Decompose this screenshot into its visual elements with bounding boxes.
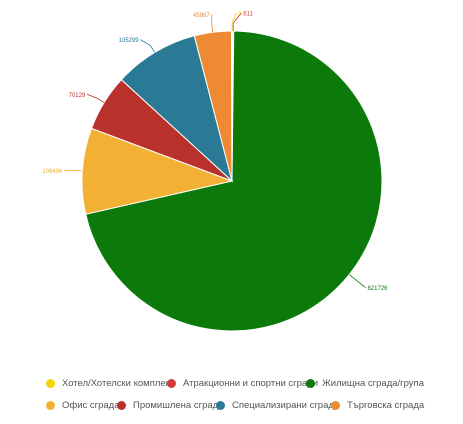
data-label-leader-industrial [87,94,105,103]
legend-item-industrial[interactable]: Промишлена сграда [117,400,223,411]
legend-swatch-specialized [216,401,225,410]
data-label-commercial: 45867 [193,13,210,19]
data-label-leader-residential [348,274,366,288]
legend-row-2: Офис сграда Промишлена сграда Специализи… [0,400,463,416]
legend-item-office[interactable]: Офис сграда [46,400,120,411]
legend-swatch-attraction [167,379,176,388]
data-label-industrial: 70129 [69,93,86,99]
data-label-specialized: 105299 [119,38,140,44]
pie-slice-office[interactable] [81,127,234,215]
legend-item-commercial[interactable]: Търговска сграда [331,400,424,411]
legend-label-hotel: Хотел/Хотелски комплекс [62,378,175,389]
data-label-residential: 821726 [367,286,388,292]
data-label-leader-commercial [211,14,214,33]
legend-label-attraction: Атракционни и спортни сгради [183,378,319,389]
legend-label-commercial: Търговска сграда [347,400,425,411]
legend-label-residential: Жилищна сграда/група [322,378,424,389]
data-label-leader-hotel [231,12,237,32]
legend-swatch-office [46,401,55,410]
legend-label-office: Офис сграда [62,400,120,411]
data-label-attraction: 611 [243,12,253,18]
data-label-leader-attraction [232,12,242,32]
data-label-leader-office [64,169,83,172]
pie-slice-residential[interactable] [85,30,383,332]
legend-label-specialized: Специализирани сгради [232,400,340,411]
legend-item-hotel[interactable]: Хотел/Хотелски комплекс [46,378,175,389]
legend-item-specialized[interactable]: Специализирани сгради [216,400,339,411]
legend-label-industrial: Промишлена сграда [133,400,224,411]
pie-slice-specialized[interactable] [120,35,233,183]
data-label-office: 106496 [42,169,63,175]
legend-item-attraction[interactable]: Атракционни и спортни сгради [167,378,318,389]
legend-row-1: Хотел/Хотелски комплекс Атракционни и сп… [0,378,463,394]
legend-swatch-residential [306,379,315,388]
legend-item-residential[interactable]: Жилищна сграда/група [306,378,424,389]
legend-swatch-hotel [46,379,55,388]
data-label-leader-specialized [140,39,156,53]
legend-swatch-commercial [331,401,340,410]
legend-swatch-industrial [117,401,126,410]
